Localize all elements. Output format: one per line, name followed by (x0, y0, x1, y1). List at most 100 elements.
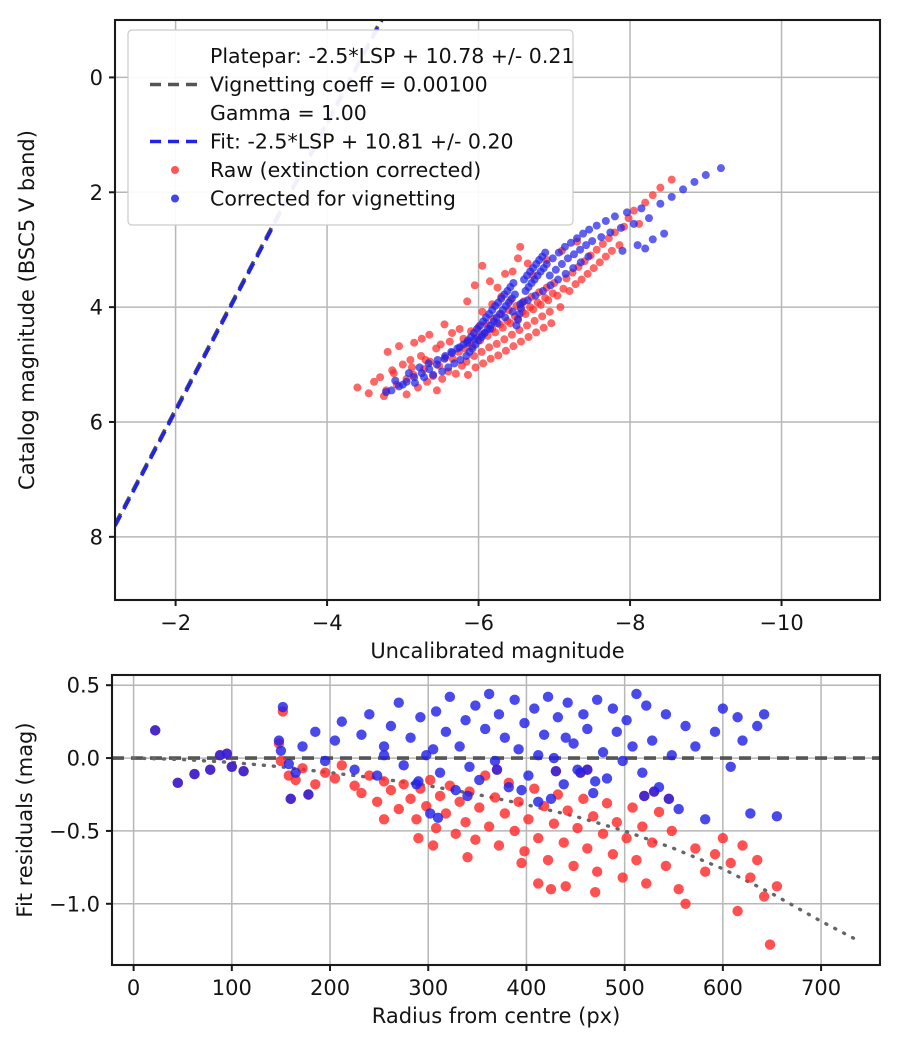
data-point (644, 214, 653, 223)
data-point (589, 776, 601, 787)
data-point (568, 738, 579, 749)
data-point (597, 828, 609, 840)
data-point (430, 822, 442, 834)
data-point (470, 281, 479, 290)
data-point (548, 254, 557, 263)
data-point (646, 837, 658, 848)
data-point (637, 204, 646, 213)
data-point (509, 279, 518, 288)
data-point (513, 744, 524, 755)
data-point (637, 821, 648, 832)
data-point (553, 291, 562, 300)
data-point (584, 252, 593, 261)
data-point (545, 271, 554, 280)
y-tick-label: 0.0 (67, 747, 100, 771)
data-point (238, 765, 249, 777)
data-point (516, 242, 525, 251)
data-point (533, 878, 544, 889)
y-tick-label: −1.0 (49, 892, 100, 916)
data-point (641, 700, 652, 711)
data-point (629, 219, 638, 228)
data-point (560, 242, 569, 251)
data-point (673, 803, 684, 815)
data-point (485, 343, 494, 352)
data-point (621, 714, 632, 726)
data-point (585, 225, 594, 234)
data-point (582, 764, 593, 775)
data-point (646, 735, 658, 746)
data-point (485, 277, 494, 286)
data-point (554, 275, 563, 284)
data-point (383, 347, 392, 356)
data-point (631, 688, 642, 700)
data-point (690, 843, 701, 854)
data-point (336, 760, 348, 771)
data-point (716, 164, 725, 173)
data-point (454, 741, 465, 752)
data-point (572, 822, 583, 834)
plot-background-fit-residuals (112, 675, 880, 965)
data-point (573, 234, 582, 243)
data-point (663, 793, 675, 805)
data-point (610, 212, 619, 221)
data-point (434, 790, 446, 802)
data-point (378, 814, 390, 825)
data-point (402, 377, 411, 386)
x-tick-label: 200 (310, 976, 350, 1000)
data-point (666, 825, 677, 837)
data-point (616, 223, 625, 232)
data-point (588, 787, 599, 799)
data-point (364, 770, 375, 781)
data-point (558, 837, 569, 848)
data-point (623, 208, 632, 217)
data-point (771, 881, 783, 892)
data-point (398, 760, 409, 771)
data-point (508, 307, 517, 316)
data-point (410, 373, 419, 382)
data-point (273, 735, 285, 746)
data-point (542, 854, 554, 866)
data-point (429, 370, 438, 379)
data-point (523, 814, 534, 825)
data-point (536, 300, 545, 309)
data-point (382, 388, 391, 397)
x-tick-label: 300 (408, 976, 448, 1000)
legend-entry-label: Gamma = 1.00 (210, 101, 367, 125)
data-point (506, 319, 515, 328)
data-point (499, 808, 511, 819)
data-point (425, 365, 434, 374)
x-tick-label: 100 (212, 976, 252, 1000)
data-point (364, 709, 375, 720)
data-point (432, 360, 441, 369)
data-point (411, 814, 422, 825)
data-point (548, 818, 560, 829)
data-point (444, 691, 456, 703)
data-point (493, 283, 502, 292)
data-point (732, 712, 743, 723)
data-point (656, 199, 665, 208)
data-point (417, 334, 426, 343)
data-point (500, 335, 509, 344)
data-point (509, 825, 520, 837)
data-point (310, 726, 321, 738)
legend-entry-label: Corrected for vignetting (210, 187, 456, 211)
data-point (680, 720, 691, 732)
data-point (558, 779, 569, 790)
data-point (633, 241, 642, 250)
data-point (529, 703, 540, 714)
data-point (576, 258, 585, 267)
line-fit-2-5-lsp-10-81-0-20 (115, 20, 384, 527)
data-point (595, 258, 604, 267)
data-point (479, 359, 488, 368)
data-point (551, 265, 560, 274)
data-point (562, 697, 573, 708)
data-point (523, 296, 532, 305)
x-tick-label: −8 (615, 611, 646, 635)
data-point (629, 206, 638, 215)
data-point (498, 323, 507, 332)
data-point (370, 377, 379, 386)
data-point (607, 246, 616, 255)
data-point (764, 939, 776, 950)
data-point (462, 357, 471, 366)
data-point (618, 246, 627, 255)
